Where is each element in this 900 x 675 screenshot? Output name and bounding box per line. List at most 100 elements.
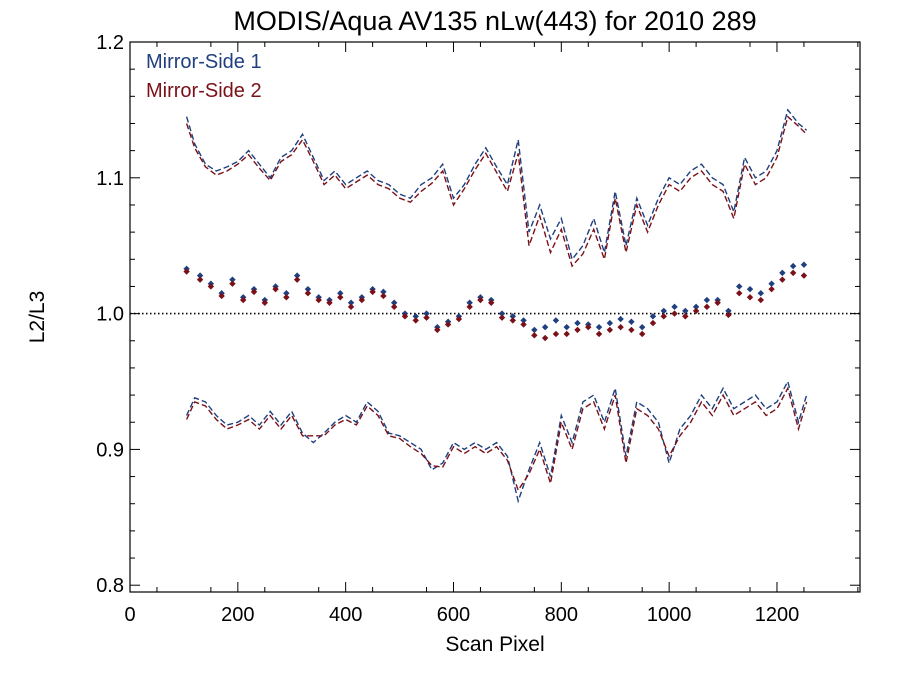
mirror-side-1-mean-point — [563, 323, 570, 331]
mirror-side-2-mean-point — [638, 330, 646, 338]
mirror-side-2-mean-point — [488, 299, 495, 306]
mirror-side-1-mean-point — [466, 299, 473, 306]
mirror-side-2-mean-point — [617, 323, 624, 331]
mirror-side-2-mean-point — [358, 296, 366, 304]
x-tick-label: 800 — [545, 604, 578, 626]
mirror-side-1-mean-point — [660, 307, 667, 315]
mirror-side-2-mean-point — [692, 307, 700, 315]
mirror-side-1-mean-point — [412, 313, 419, 320]
x-tick-label: 400 — [329, 604, 362, 626]
mirror-side-1-mean-point — [649, 313, 657, 320]
mirror-side-1-mean-point — [541, 323, 549, 331]
mirror-side-1-mean-point — [390, 299, 398, 306]
x-tick-label: 0 — [124, 604, 135, 626]
mirror-side-2-mean-point — [649, 319, 657, 327]
mirror-side-2-mean-point — [595, 330, 603, 338]
x-tick-label: 1000 — [647, 604, 692, 626]
ticks-layer: 0 200 400 600 800 1000 1200 0.8 0.9 1.0 1.1 1.2 — [96, 32, 860, 626]
mirror-side-2-mean-point — [736, 290, 743, 297]
mirror-side-2-mean-point — [196, 276, 204, 283]
mirror-side-2-mean-point — [563, 330, 570, 338]
mirror-side-2-mean-point — [531, 332, 538, 339]
mirror-side-2-mean-point — [207, 283, 215, 290]
mirror-side-1-mean-point — [498, 310, 506, 317]
mirror-side-2-mean-point — [455, 315, 463, 323]
mirror-side-1-mean-point — [779, 269, 786, 277]
mirror-side-2-mean-point — [229, 280, 236, 287]
mirror-side-2-mean-point — [477, 296, 484, 304]
mirror-side-2-mean-point — [789, 269, 797, 277]
mirror-side-2-mean-point — [682, 313, 689, 320]
mirror-side-1-mean-point — [423, 310, 430, 317]
mirror-side-2-mean-point — [757, 296, 764, 304]
mirror-side-1-mean-point — [531, 326, 538, 334]
mirror-side-1-mean-point — [768, 280, 775, 287]
mirror-side-2-mean-point — [401, 313, 409, 320]
mirror-side-2-mean-point — [509, 317, 516, 324]
y-tick-label: 1.1 — [96, 168, 124, 190]
mirror-side-2-mean-point — [628, 326, 635, 334]
mirror-side-2-mean-point — [347, 303, 355, 311]
mirror-side-2-mean-point — [293, 276, 301, 283]
mirror-side-2-mean-point — [606, 326, 614, 334]
mirror-side-1-mean-point — [304, 285, 312, 293]
mirror-side-2-mean-point — [660, 313, 667, 320]
legend-entry-mirror-side-1: Mirror-Side 1 — [146, 51, 262, 73]
mirror-side-1-mean-point — [692, 303, 700, 311]
mirror-side-2-mean-point — [520, 321, 527, 328]
mirror-side-2-mean-point — [380, 292, 387, 300]
mirror-side-1-mean-point — [380, 288, 387, 296]
mirror-side-1-mean-point — [638, 323, 646, 331]
legend-entry-mirror-side-2: Mirror-Side 2 — [146, 80, 262, 102]
mirror-side-2-mean-point — [800, 272, 808, 279]
mirror-side-1-mean-point — [196, 272, 204, 279]
mirror-side-1-mean-point — [229, 276, 236, 283]
mirror-side-2-mean-point — [444, 321, 452, 328]
chart-title: MODIS/Aqua AV135 nLw(443) for 2010 289 — [233, 6, 756, 36]
mirror-side-1-mean-point — [574, 319, 581, 327]
mirror-side-2-mean-point — [272, 285, 279, 293]
mirror-side-1-mean-point — [617, 315, 624, 323]
mirror-side-2-mean-point — [283, 294, 290, 301]
mirror-side-2-mean-point — [541, 334, 549, 342]
mirror-side-1-mean-point — [606, 319, 614, 327]
mirror-side-2-mean-point — [725, 311, 732, 319]
mirror-side-1-mean-point — [595, 323, 603, 331]
y-tick-label: 0.9 — [96, 439, 124, 461]
mirror-side-1-mean-point — [746, 285, 754, 293]
mirror-side-2-mean-point — [261, 299, 268, 306]
mirror-side-1-mean-point — [628, 318, 635, 325]
mirror-side-2-mean-point — [585, 323, 592, 331]
y-axis-label: L2/L3 — [26, 291, 49, 344]
y-tick-label: 1.0 — [96, 304, 124, 326]
mirror-side-2-mean-point — [250, 288, 258, 296]
mirror-side-1-lower-envelope-line — [185, 379, 808, 504]
mirror-side-1-mean-point — [725, 307, 732, 315]
mirror-side-2-mean-point — [779, 276, 786, 283]
mirror-side-2-mean-point — [315, 296, 322, 304]
mirror-side-2-mean-point — [412, 317, 419, 324]
mirror-side-2-upper-envelope-line — [185, 115, 808, 268]
mirror-side-2-mean-point — [498, 314, 506, 321]
x-axis-label: Scan Pixel — [445, 633, 544, 656]
mirror-side-2-mean-point — [423, 314, 430, 321]
mirror-side-2-mean-point — [552, 330, 560, 338]
mirror-side-2-mean-point — [218, 292, 225, 300]
mirror-side-2-mean-point — [369, 288, 376, 296]
mirror-side-1-mean-point — [337, 290, 344, 297]
mirror-side-1-mean-point — [509, 313, 516, 320]
mirror-side-1-mean-point — [552, 317, 560, 324]
mirror-side-2-mean-point — [337, 294, 344, 301]
mirror-side-1-mean-point — [682, 307, 689, 315]
mirror-side-1-mean-point — [736, 283, 743, 290]
mirror-side-2-mean-point — [434, 326, 441, 334]
y-tick-label: 1.2 — [96, 32, 124, 54]
mirror-side-2-mean-point — [304, 290, 312, 297]
mirror-side-1-mean-point — [283, 290, 290, 297]
mirror-side-2-mean-point — [768, 285, 775, 293]
series-layer — [183, 108, 808, 504]
mirror-side-2-lower-envelope-line — [185, 386, 808, 492]
mirror-side-1-mean-point — [703, 296, 711, 304]
mirror-side-1-mean-point — [520, 317, 527, 324]
